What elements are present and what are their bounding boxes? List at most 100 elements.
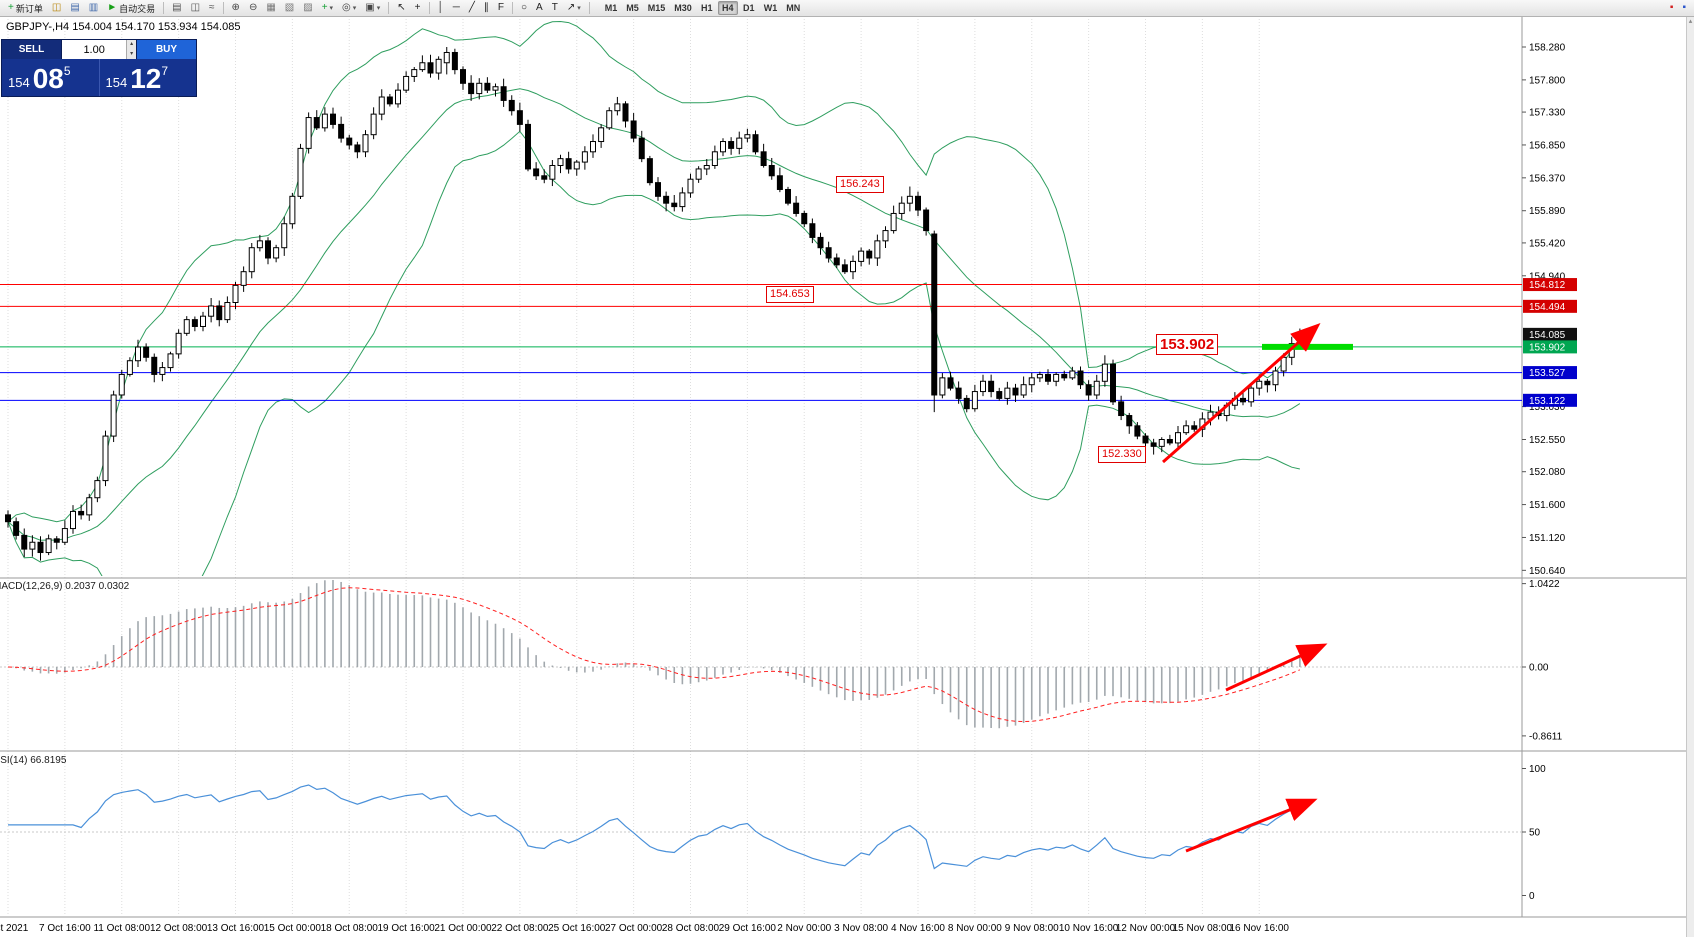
chart-windows-icon[interactable]: ◫: [48, 1, 65, 15]
alerts-icon-glyph: ▪: [1669, 2, 1674, 13]
arrange-windows-icon[interactable]: ▨: [299, 1, 316, 15]
volume-input[interactable]: [62, 40, 127, 59]
template-icon-dropdown-icon[interactable]: ▾: [376, 5, 381, 12]
price-callout[interactable]: 156.243: [836, 176, 884, 193]
community-icon[interactable]: ▪: [1678, 1, 1690, 15]
green-highlight-band: [1262, 343, 1353, 350]
vertical-line-icon[interactable]: │: [434, 1, 448, 15]
price-callout[interactable]: 152.330: [1098, 446, 1146, 463]
buy-button[interactable]: BUY: [136, 40, 196, 59]
rsi-layer: [0, 784, 1522, 870]
template-icon-glyph: ▣: [365, 2, 375, 13]
period-selector-icon[interactable]: ◎ ▾: [338, 1, 360, 15]
toolbar-separator: [428, 2, 430, 14]
panel-borders: [0, 16, 1686, 918]
buy-price-pips: 12: [130, 63, 162, 94]
timeframe-button-m1[interactable]: M1: [604, 3, 618, 13]
svg-text:15 Nov 08:00: 15 Nov 08:00: [1173, 923, 1233, 934]
timeframe-button-mn[interactable]: MN: [786, 3, 801, 13]
new-order-glyph: +: [8, 2, 14, 13]
market-watch-icon[interactable]: ▤: [66, 1, 83, 15]
autotrading-button[interactable]: ► 自动交易: [103, 1, 159, 15]
buy-price-display[interactable]: 154 12 7: [100, 59, 197, 96]
label-icon[interactable]: T: [548, 1, 562, 15]
timeframe-button-m5[interactable]: M5: [626, 3, 639, 13]
timeframe-button-w1[interactable]: W1: [763, 3, 778, 13]
svg-text:18 Oct 08:00: 18 Oct 08:00: [321, 923, 379, 934]
arrow-objects-icon-dropdown-icon[interactable]: ▾: [577, 5, 581, 12]
arrow-objects-icon[interactable]: ↗ ▾: [563, 1, 585, 15]
cascade-windows-icon[interactable]: ▧: [281, 1, 298, 15]
svg-text:50: 50: [1529, 828, 1541, 839]
new-order-button-label: 新订单: [15, 3, 43, 14]
fibonacci-icon-glyph: F: [497, 2, 504, 13]
navigator-icon[interactable]: ▥: [85, 1, 102, 15]
new-order-button[interactable]: + 新订单: [4, 1, 47, 15]
svg-text:11 Oct 08:00: 11 Oct 08:00: [93, 923, 150, 934]
toolbar: + 新订单 ◫ ▤ ▥ ► 自动交易 ▤ ◫ ≈ ⊕ ⊖ ▦ ▧ ▨ + ▾ ◎ ▾ ▣ ▾ ↖ + │ ─ ╱ ∥ F ○ A T ↗ ▾ M…: [0, 0, 1694, 17]
svg-text:154.812: 154.812: [1529, 280, 1566, 291]
svg-text:12 Nov 00:00: 12 Nov 00:00: [1116, 923, 1176, 934]
zoom-out-icon[interactable]: ⊖: [245, 1, 261, 15]
tile-windows-icon[interactable]: ▦: [262, 1, 279, 15]
candlestick-chart-icon[interactable]: ◫: [187, 1, 204, 15]
price-callout[interactable]: 153.902: [1156, 334, 1219, 355]
svg-text:157.800: 157.800: [1529, 75, 1566, 86]
scroll-up-arrow[interactable]: ▴: [1688, 18, 1693, 25]
alerts-icon[interactable]: ▪: [1666, 1, 1678, 15]
text-icon[interactable]: A: [532, 1, 547, 15]
sell-price-display[interactable]: 154 08 5: [2, 59, 99, 96]
order-controls-row: SELL ▴ ▾ BUY: [2, 40, 196, 59]
period-selector-icon-dropdown-icon[interactable]: ▾: [352, 5, 357, 12]
price-divider: [98, 59, 100, 96]
candles-layer: [5, 47, 1303, 561]
crosshair-icon[interactable]: +: [411, 1, 425, 15]
toolbar-separator: [222, 2, 224, 14]
sell-button[interactable]: SELL: [2, 40, 62, 59]
fibonacci-icon[interactable]: F: [494, 1, 508, 15]
timeframe-button-h1[interactable]: H1: [701, 3, 713, 13]
arrow-objects-icon-glyph: ↗: [566, 2, 576, 13]
add-indicator-glyph: +: [321, 2, 328, 13]
add-indicator-button-dropdown-icon[interactable]: ▾: [329, 5, 334, 12]
community-icon-glyph: ▪: [1682, 2, 1686, 13]
timeframe-button-h4[interactable]: H4: [717, 1, 738, 15]
candlestick-chart-icon-glyph: ◫: [190, 2, 201, 13]
toolbar-right: ▪ ▪: [1666, 1, 1690, 15]
trend-arrows: [1162, 323, 1328, 853]
shapes-icon[interactable]: ○: [517, 1, 531, 15]
timeframe-button-m15[interactable]: M15: [647, 3, 666, 13]
toolbar-separator: [588, 2, 590, 14]
horizontal-line-icon[interactable]: ─: [449, 1, 464, 15]
price-callout[interactable]: 154.653: [766, 286, 814, 303]
timeframe-button-d1[interactable]: D1: [743, 3, 755, 13]
volume-increase-button[interactable]: ▴: [130, 41, 134, 47]
zoom-in-icon-glyph: ⊕: [231, 2, 240, 13]
chart-title: GBPJPY-,H4 154.004 154.170 153.934 154.0…: [6, 21, 241, 33]
template-icon[interactable]: ▣ ▾: [361, 1, 384, 15]
bar-chart-icon[interactable]: ▤: [168, 1, 185, 15]
svg-text:154.494: 154.494: [1529, 302, 1566, 313]
volume-decrease-button[interactable]: ▾: [130, 50, 134, 57]
buy-price-fraction: 7: [161, 64, 169, 78]
macd-indicator-label: MACD(12,26,9) 0.2037 0.0302: [0, 581, 130, 592]
svg-text:19 Oct 16:00: 19 Oct 16:00: [377, 923, 435, 934]
timeframe-bar: M1 M5 M15 M30 H1 H4 D1 W1 MN: [601, 1, 805, 15]
line-chart-icon[interactable]: ≈: [205, 1, 219, 15]
volume-box: ▴ ▾: [62, 40, 136, 59]
svg-text:154.940: 154.940: [1529, 271, 1566, 282]
buy-price-figure: 154: [105, 75, 128, 90]
add-indicator-button[interactable]: + ▾: [318, 1, 337, 15]
zoom-in-icon[interactable]: ⊕: [228, 1, 244, 15]
price-axis: 158.280 157.800 157.330 156.850 156.370 155.8…: [1522, 43, 1577, 577]
timeframe-button-m30[interactable]: M30: [674, 3, 692, 13]
vertical-scrollbar[interactable]: ▴: [1686, 17, 1694, 937]
trendline-icon[interactable]: ╱: [465, 1, 479, 15]
channel-icon[interactable]: ∥: [480, 1, 493, 15]
volume-spinner: ▴ ▾: [126, 40, 136, 59]
cursor-icon[interactable]: ↖: [393, 1, 409, 15]
period-selector-icon-glyph: ◎: [342, 2, 351, 13]
